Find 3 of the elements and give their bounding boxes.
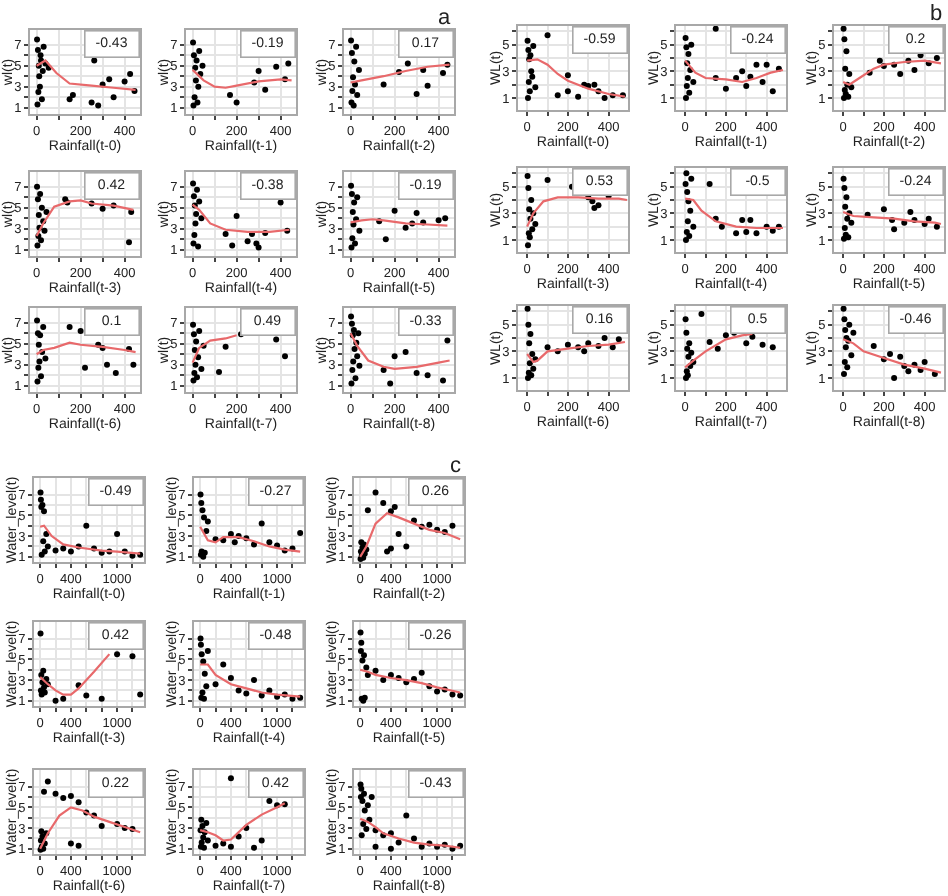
text: c: [450, 454, 462, 478]
annotation: b: [930, 2, 943, 26]
annotation: a: [438, 6, 452, 30]
